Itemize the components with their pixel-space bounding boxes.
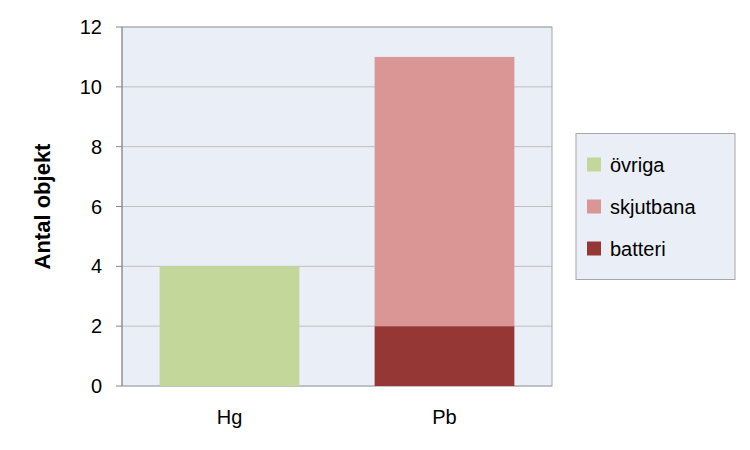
tick-mark — [116, 386, 122, 387]
legend-label: batteri — [610, 238, 666, 260]
chart-svg: 0 2 4 6 8 10 12 Hg Pb Antal objekt övriga skjutbana… — [0, 0, 750, 450]
legend-label: skjutbana — [610, 196, 696, 218]
tick-mark — [116, 27, 122, 28]
tick-mark — [116, 146, 122, 147]
bar-segment — [160, 266, 300, 386]
category-label: Hg — [217, 406, 243, 428]
legend-swatch — [587, 158, 601, 172]
tick-mark — [116, 86, 122, 87]
bar-segment — [375, 56, 515, 57]
bar-segment — [375, 326, 515, 386]
bar-segment — [375, 57, 515, 326]
tick-label: 12 — [80, 16, 102, 38]
y-axis-line — [122, 27, 123, 386]
chart-container: 0 2 4 6 8 10 12 Hg Pb Antal objekt övriga skjutbana… — [0, 0, 750, 450]
tick-label: 6 — [91, 196, 102, 218]
category-label: Pb — [432, 406, 456, 428]
tick-label: 4 — [91, 255, 102, 277]
legend-label: övriga — [610, 154, 665, 176]
plot-frame — [122, 27, 552, 386]
tick-label: 2 — [91, 315, 102, 337]
legend-swatch — [587, 200, 601, 214]
tick-label: 8 — [91, 136, 102, 158]
legend: övriga skjutbana batteri — [576, 134, 735, 280]
tick-mark — [116, 326, 122, 327]
y-axis-label: Antal objekt — [30, 143, 55, 270]
bars — [160, 57, 515, 386]
legend-swatch — [587, 242, 601, 256]
legend-box — [576, 134, 735, 280]
tick-mark — [116, 266, 122, 267]
tick-label: 10 — [80, 76, 102, 98]
plot-background — [122, 27, 552, 386]
tick-label: 0 — [91, 375, 102, 397]
tick-mark — [116, 206, 122, 207]
